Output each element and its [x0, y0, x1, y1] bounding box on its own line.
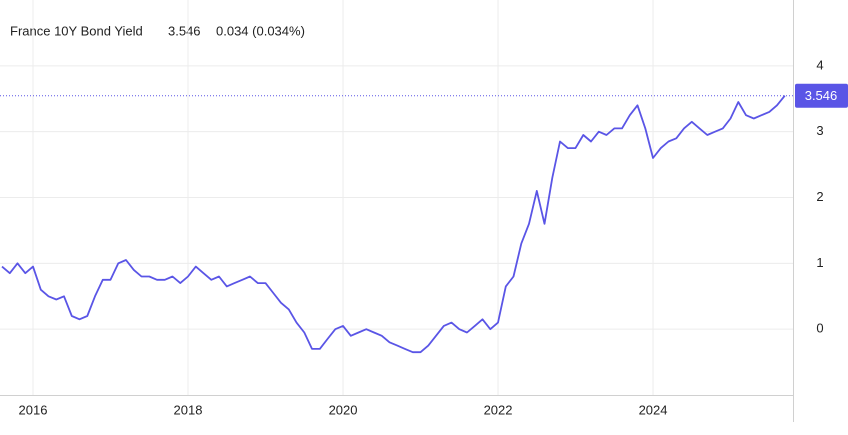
- series-line: [1, 95, 786, 354]
- last-value-tag-label: 3.546: [805, 88, 838, 103]
- y-tick-label: 3: [816, 123, 823, 138]
- last-value-tag: [795, 83, 848, 108]
- last-value: 3.546: [168, 23, 201, 38]
- y-tick-label: 1: [816, 255, 823, 270]
- y-tick-label: 2: [816, 189, 823, 204]
- grid: [0, 0, 793, 395]
- x-tick-label: 2022: [484, 402, 513, 417]
- x-tick-label: 2020: [329, 402, 358, 417]
- chart-title: France 10Y Bond Yield: [10, 23, 143, 38]
- x-tick-label: 2016: [19, 402, 48, 417]
- x-tick-label: 2024: [639, 402, 668, 417]
- y-tick-label: 0: [816, 321, 823, 336]
- y-tick-label: 4: [816, 57, 823, 72]
- x-tick-label: 2018: [174, 402, 203, 417]
- change: 0.034 (0.034%): [216, 23, 305, 38]
